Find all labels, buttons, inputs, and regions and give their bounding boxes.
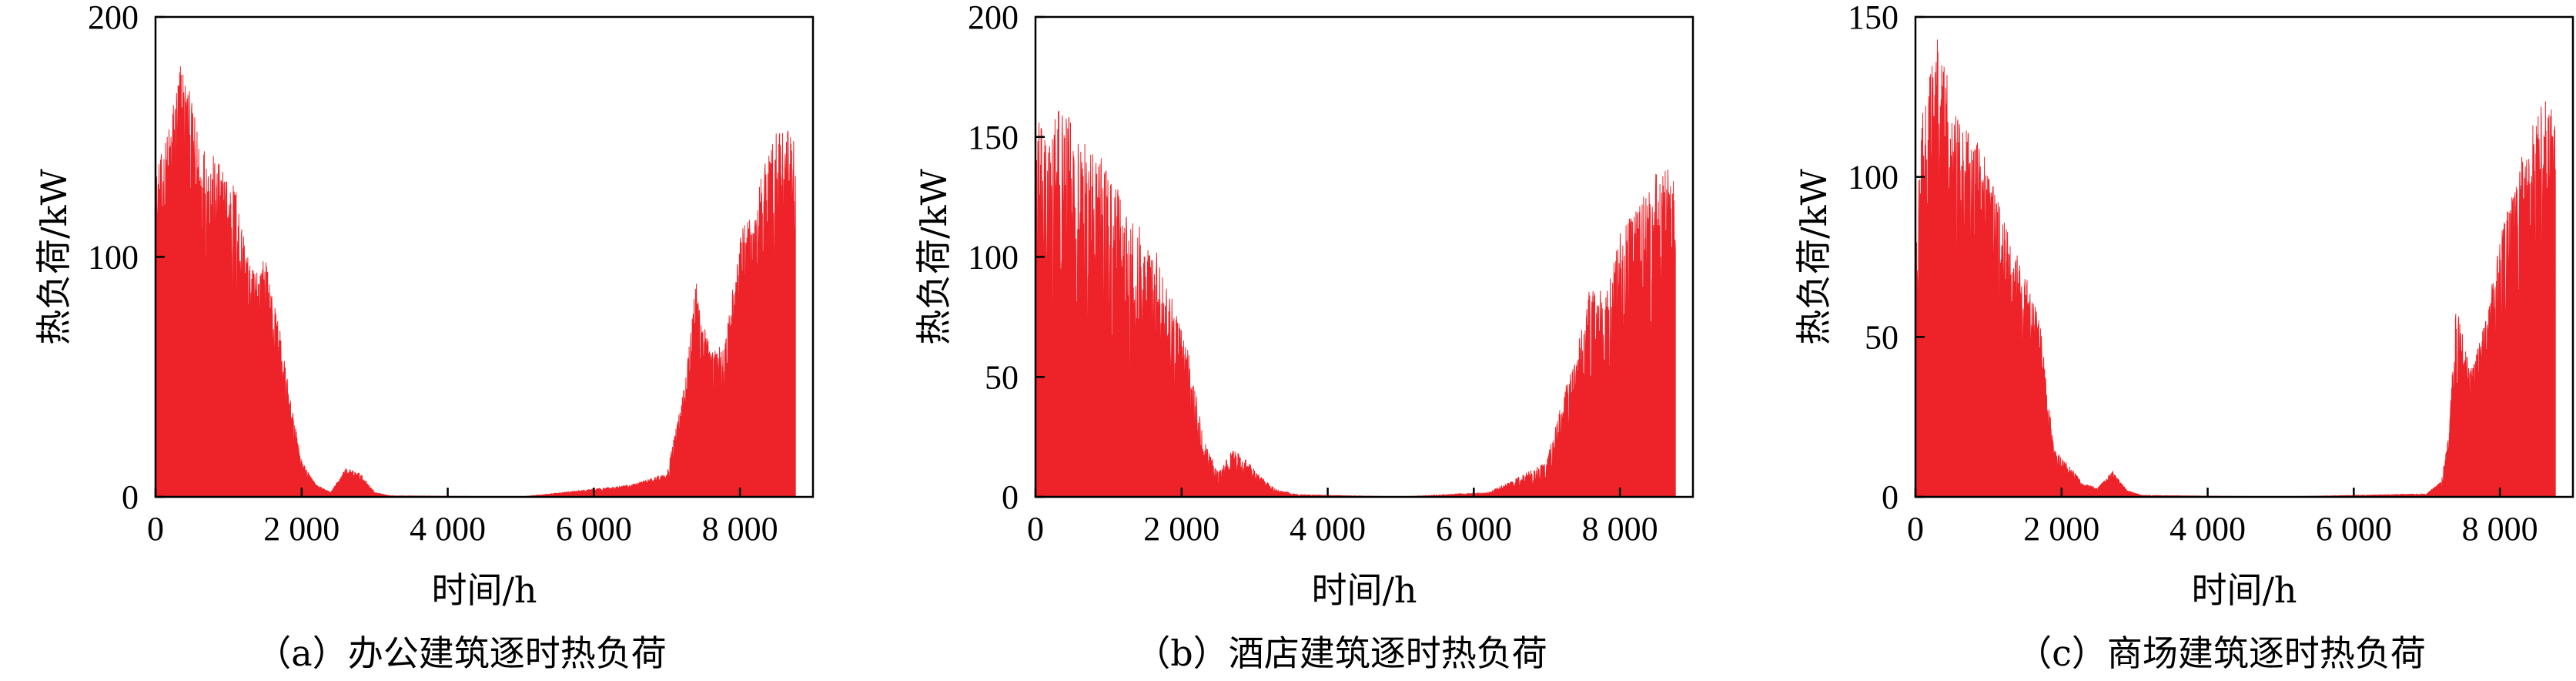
- y-tick-label: 150: [1848, 0, 1899, 36]
- x-tick-label: 2 000: [263, 510, 340, 548]
- x-tick-label: 8 000: [702, 510, 778, 548]
- x-tick-label: 4 000: [410, 510, 486, 548]
- x-tick-label: 0: [147, 510, 164, 548]
- y-tick-label: 100: [88, 239, 139, 277]
- x-axis-title: 时间/h: [1311, 569, 1417, 611]
- heat-load-series-mall: [1915, 39, 2556, 498]
- y-axis-title: 热负荷/kW: [33, 168, 75, 344]
- x-axis-title: 时间/h: [2191, 569, 2297, 611]
- x-tick-label: 6 000: [2316, 510, 2392, 548]
- chart-panel-hotel: 0 2 000 4 000 6 000 8 000 0 50 100 150 200 时间/h 热负荷…: [913, 0, 1694, 674]
- y-tick-label: 50: [985, 358, 1019, 396]
- panel-caption: （c）商场建筑逐时热负荷: [2016, 632, 2426, 674]
- x-tick-label: 4 000: [1290, 510, 1366, 548]
- y-tick-label: 200: [88, 0, 139, 36]
- y-tick-label: 50: [1865, 318, 1899, 356]
- x-tick-label: 8 000: [1582, 510, 1658, 548]
- y-tick-label: 100: [968, 239, 1019, 277]
- y-tick-label: 0: [1882, 478, 1899, 516]
- x-tick-label: 0: [1907, 510, 1924, 548]
- panel-caption: （a）办公建筑逐时热负荷: [256, 632, 666, 674]
- x-tick-label: 2 000: [1143, 510, 1219, 548]
- x-tick-label: 2 000: [2023, 510, 2099, 548]
- y-axis-title: 热负荷/kW: [913, 168, 955, 344]
- panel-caption: （b）酒店建筑逐时热负荷: [1135, 632, 1547, 674]
- x-tick-label: 6 000: [1436, 510, 1512, 548]
- y-tick-label: 0: [122, 478, 139, 516]
- chart-panel-office: 0 2 000 4 000 6 000 8 000 0 100 200 时间/h 热负荷/kW （a…: [33, 0, 815, 674]
- x-tick-label: 6 000: [556, 510, 632, 548]
- x-tick-label: 8 000: [2462, 510, 2538, 548]
- plot-frame: [1914, 15, 2574, 498]
- x-axis-title: 时间/h: [431, 569, 537, 611]
- y-tick-label: 200: [968, 0, 1019, 36]
- y-tick-label: 100: [1848, 159, 1899, 196]
- x-tick-label: 0: [1027, 510, 1044, 548]
- heat-load-series-hotel: [1035, 110, 1676, 498]
- y-tick-label: 150: [968, 119, 1019, 156]
- x-tick-label: 4 000: [2170, 510, 2246, 548]
- y-axis-title: 热负荷/kW: [1793, 168, 1835, 344]
- y-tick-label: 0: [1002, 478, 1019, 516]
- heat-load-series-office: [155, 65, 796, 498]
- chart-panel-mall: 0 2 000 4 000 6 000 8 000 0 50 100 150 时间/h 热负荷/kW…: [1793, 0, 2574, 674]
